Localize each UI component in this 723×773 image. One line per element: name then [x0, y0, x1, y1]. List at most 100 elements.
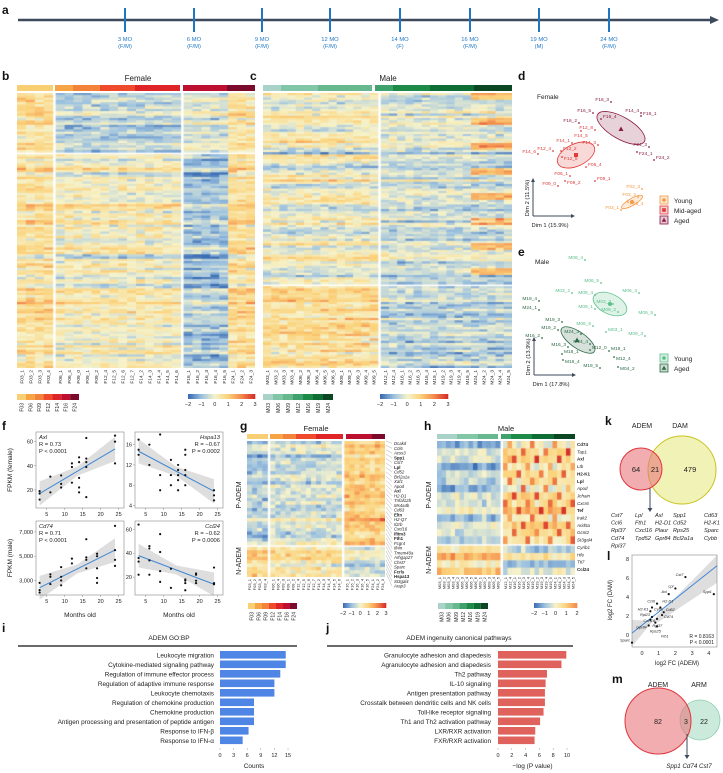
bar-chart-j-title: ADEM ingenuity canonical pathways [406, 635, 512, 642]
pca-d-centroid [574, 153, 578, 157]
heatmap-h-color-scale-segment [547, 603, 550, 608]
bar-chart-i-category-label: Antigen processing and presentation of p… [58, 719, 215, 726]
heatmap-h-color-scale-tick-label: −1 [542, 611, 548, 617]
scatter-f-p-label: P < 0.0001 [39, 449, 67, 455]
heatmap-c-group-bar [393, 85, 430, 91]
heatmap-g-color-scale-segment [350, 603, 352, 608]
scatter-f-point [184, 578, 187, 581]
heatmap-g-group-legend-label: F09 [264, 612, 270, 621]
heatmap-h-color-scale-segment [574, 603, 577, 608]
heatmap-g-group-legend-swatch [269, 603, 276, 609]
heatmap-b-color-scale-segment [193, 394, 195, 399]
scatter-l-r-label: R = 0.8163 [689, 634, 714, 640]
timeline-month-label: 12 MO [321, 37, 339, 43]
scatter-f-point [78, 461, 81, 464]
heatmap-b-color-scale-segment [201, 394, 204, 399]
pca-d-title: Female [537, 94, 559, 101]
scatter-f-point [159, 489, 162, 492]
bar-chart-i-bar [220, 670, 281, 678]
pca-d-point-label: F03_4 [630, 201, 644, 207]
scatter-f-point [60, 584, 63, 587]
panel-label-h: h [424, 419, 431, 433]
scatter-f-point [177, 479, 180, 482]
pca-e-point-label: M06_4 [568, 255, 583, 261]
scatter-f-xtick-label: 10 [161, 599, 167, 605]
heatmap-h-sample-label: M24_2 [557, 576, 562, 589]
heatmap-b-group-legend-swatch [34, 394, 44, 400]
heatmap-c-color-scale-segment [386, 394, 389, 399]
scatter-f-point [38, 591, 41, 594]
heatmap-h-color-scale-segment [540, 603, 542, 608]
panel-label-a: a [2, 3, 9, 17]
pca-d-legend-label: Aged [674, 218, 690, 225]
bar-chart-j-bar [498, 717, 541, 726]
pca-d-point-label: F16_3 [595, 97, 609, 103]
bar-chart-i-bar [220, 736, 243, 745]
pca-e-point-label: M19_3 [545, 317, 560, 323]
heatmap-c-color-scale-segment [431, 394, 433, 399]
scatter-f-point [95, 552, 99, 555]
pca-e-point [541, 337, 543, 339]
heatmap-h-color-scale-segment [550, 603, 552, 608]
venn-k-gene: Sparc [704, 528, 719, 534]
scatter-f-p-label: P = 0.0006 [192, 538, 220, 544]
heatmap-h-sample-label: M24_3 [561, 576, 566, 589]
heatmap-h-gene-label: Apod [576, 486, 588, 491]
scatter-f-point [85, 496, 88, 499]
heatmap-c-group-bar [474, 85, 512, 91]
heatmap-h-sample-label: M24_4 [566, 576, 571, 589]
scatter-f-point [85, 558, 88, 561]
bar-chart-j-category-label: Th1 and Th2 activation pathway [401, 719, 492, 726]
heatmap-c-color-scale-segment [397, 394, 399, 399]
heatmap-g-sample-label: F16_1 [344, 578, 349, 590]
scatter-f-point [95, 555, 99, 558]
scatter-f-point [113, 434, 117, 437]
venn-k-gene: Cybb [704, 536, 717, 542]
pca-e-point [612, 303, 614, 305]
pca-d-point-label: F16_2 [563, 118, 577, 124]
pca-e-point-label: M03_2 [555, 288, 570, 294]
heatmap-g-color-scale-segment [349, 603, 351, 608]
scatter-f-point [212, 566, 216, 569]
timeline-sex-label: (F/M) [463, 44, 477, 50]
heatmap-g-sample-label: F12_6 [306, 578, 311, 590]
heatmap-c-title: Male [379, 74, 397, 83]
heatmap-h-gene-label: Jchain [576, 493, 591, 498]
heatmap-b-group-legend-swatch [70, 394, 79, 400]
heatmap-g-sample-label: F16_2 [350, 578, 355, 590]
pca-e-point-label: M18_1 [564, 349, 579, 355]
heatmap-c-color-scale-segment [420, 394, 423, 399]
heatmap-c-sample-label: M06_3 [306, 370, 312, 385]
heatmap-g-color-scale-segment [374, 603, 376, 608]
heatmap-h-gene-label: Axl [577, 457, 584, 462]
heatmap-g-color-scale-segment [377, 603, 379, 608]
timeline-sex-label: (F/M) [323, 44, 337, 50]
scatter-l-point-label: Cd74 [664, 615, 673, 619]
pca-d-point [580, 130, 582, 132]
heatmap-c-group-legend-swatch [263, 394, 273, 400]
scatter-f-xtick-label: 25 [215, 599, 221, 605]
pca-d-point [597, 144, 599, 146]
scatter-f-xtick-label: 15 [80, 599, 86, 605]
heatmap-c-color-scale-segment [405, 394, 408, 399]
scatter-l-point [662, 611, 665, 614]
heatmap-c-sample-label: M19_1 [432, 370, 438, 385]
heatmap-g-color-scale-segment [382, 603, 385, 608]
venn-k-gene: Cxcl16 [635, 528, 653, 534]
pca-d-point-label: F03_2 [622, 192, 636, 198]
pca-d-point-label: F06_4 [588, 162, 602, 168]
heatmap-h-sample-label: M09_2 [482, 576, 487, 589]
heatmap-g-color-scale-tick-label: 2 [376, 611, 379, 617]
heatmap-b-group-legend-label: F09 [37, 403, 43, 412]
heatmap-b-group-bar [55, 85, 73, 91]
heatmap-h-group-bar [457, 434, 478, 439]
heatmap-c-group-bar [375, 85, 393, 91]
heatmap-h-sample-label: M09_3 [486, 576, 491, 589]
heatmap-h-color-scale-segment [543, 603, 546, 608]
scatter-f-point [137, 556, 140, 560]
bar-chart-j-category-label: Antigen presentation pathway [407, 690, 492, 697]
heatmap-g-sample-label: F24_1 [370, 578, 375, 590]
heatmap-c-color-scale-segment [439, 394, 442, 399]
heatmap-h-sample-label: M03_4 [450, 576, 455, 589]
scatter-f-point [169, 473, 173, 477]
